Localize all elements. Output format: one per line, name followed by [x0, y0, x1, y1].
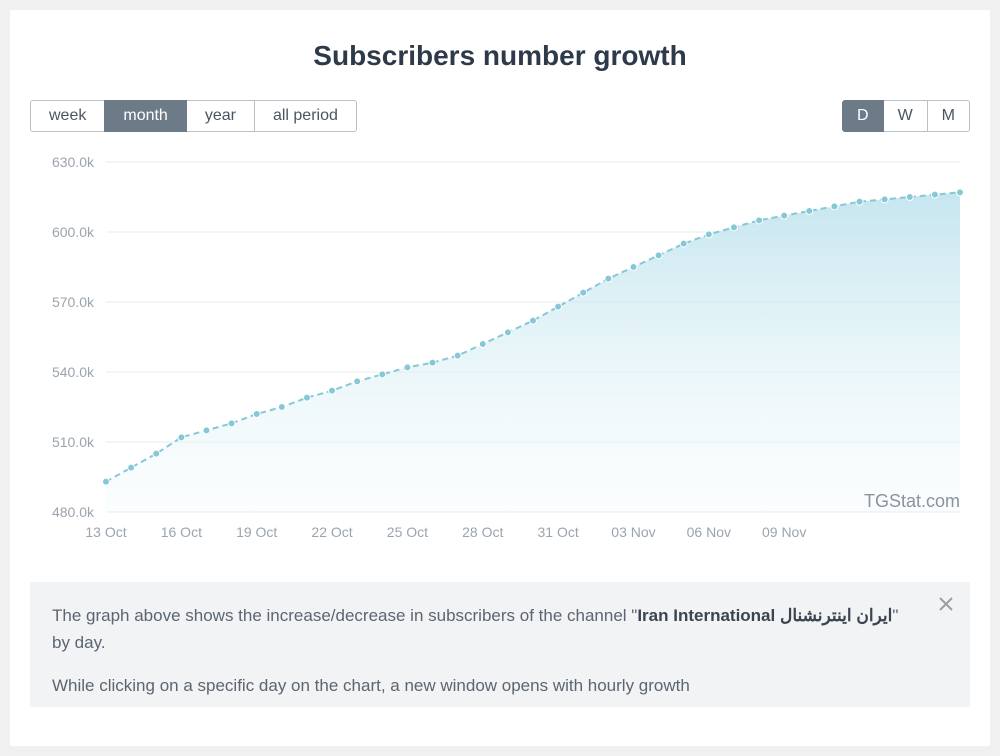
svg-text:480.0k: 480.0k [52, 504, 95, 520]
svg-text:28 Oct: 28 Oct [462, 524, 503, 540]
svg-text:25 Oct: 25 Oct [387, 524, 428, 540]
period-tab-all-period[interactable]: all period [254, 100, 357, 132]
svg-text:510.0k: 510.0k [52, 434, 95, 450]
granularity-tab-w[interactable]: W [883, 100, 928, 132]
svg-text:03 Nov: 03 Nov [611, 524, 655, 540]
period-tab-year[interactable]: year [186, 100, 255, 132]
svg-text:540.0k: 540.0k [52, 364, 95, 380]
granularity-tab-m[interactable]: M [927, 100, 970, 132]
chart-card: Subscribers number growth weekmonthyeara… [10, 10, 990, 746]
svg-text:16 Oct: 16 Oct [161, 524, 202, 540]
info-paragraph-2: While clicking on a specific day on the … [52, 672, 920, 699]
period-tab-week[interactable]: week [30, 100, 105, 132]
info-channel-name: Iran International ایران اینترنشنال [637, 606, 892, 625]
info-box: The graph above shows the increase/decre… [30, 582, 970, 707]
period-tab-month[interactable]: month [104, 100, 186, 132]
svg-text:600.0k: 600.0k [52, 224, 95, 240]
info-text-before: The graph above shows the increase/decre… [52, 606, 637, 625]
svg-text:630.0k: 630.0k [52, 154, 95, 170]
svg-text:19 Oct: 19 Oct [236, 524, 277, 540]
svg-text:31 Oct: 31 Oct [537, 524, 578, 540]
info-paragraph-1: The graph above shows the increase/decre… [52, 602, 920, 656]
subscribers-chart-svg: 480.0k 510.0k 540.0k 570.0k 600.0k 630.0k 13 O… [30, 152, 970, 552]
granularity-tab-d[interactable]: D [842, 100, 884, 132]
period-selector: weekmonthyearall period [30, 100, 357, 132]
svg-text:09 Nov: 09 Nov [762, 524, 806, 540]
svg-text:06 Nov: 06 Nov [687, 524, 731, 540]
chart-area[interactable]: 480.0k 510.0k 540.0k 570.0k 600.0k 630.0k 13 O… [30, 152, 970, 552]
chart-title: Subscribers number growth [30, 40, 970, 72]
svg-text:22 Oct: 22 Oct [311, 524, 352, 540]
granularity-selector: DWM [842, 100, 970, 132]
svg-text:13 Oct: 13 Oct [85, 524, 126, 540]
close-icon[interactable] [936, 596, 956, 616]
controls-row: weekmonthyearall period DWM [30, 100, 970, 132]
svg-text:570.0k: 570.0k [52, 294, 95, 310]
